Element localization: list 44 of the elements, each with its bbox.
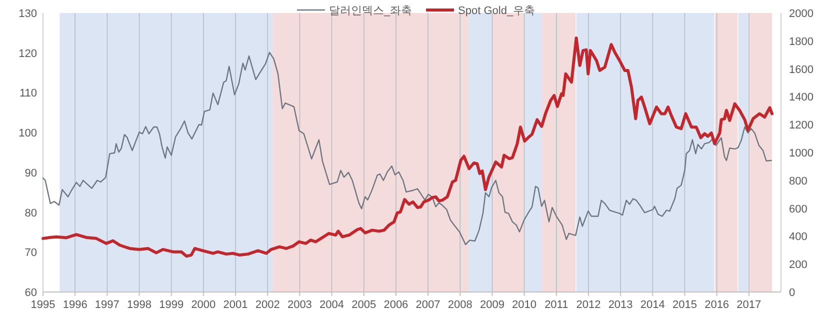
x-tick-label: 2000 xyxy=(191,299,216,311)
x-tick-label: 2011 xyxy=(544,299,568,311)
y-tick-label: 90 xyxy=(24,167,37,180)
x-tick-label: 1996 xyxy=(62,299,88,311)
x-tick-label: 2009 xyxy=(480,299,504,311)
x-tick-label: 1995 xyxy=(30,299,56,311)
x-tick-label: 1997 xyxy=(94,299,120,311)
x-tick-label: 2006 xyxy=(384,299,408,311)
x-tick-label: 2007 xyxy=(416,299,440,311)
x-tick-label: 2003 xyxy=(287,299,312,311)
y-tick-label: 80 xyxy=(24,207,37,220)
x-tick-label: 2012 xyxy=(576,299,601,311)
x-tick-label: 2016 xyxy=(704,299,730,311)
x-tick-label: 2002 xyxy=(255,299,280,311)
y-tick-label: 100 xyxy=(18,128,37,140)
y-tick-label: 110 xyxy=(19,88,37,100)
y-tick-label: 120 xyxy=(18,48,37,60)
x-tick-label: 2013 xyxy=(608,299,633,311)
y2-tick-label: 800 xyxy=(789,175,808,188)
y-tick-label: 130 xyxy=(18,8,37,20)
x-tick-label: 2005 xyxy=(352,299,376,311)
y2-tick-label: 1600 xyxy=(789,64,814,76)
y2-tick-label: 1400 xyxy=(789,92,814,104)
y2-tick-label: 1800 xyxy=(789,36,814,48)
x-tick-label: 2015 xyxy=(672,299,697,311)
y2-tick-label: 200 xyxy=(789,259,808,272)
x-tick-label: 2014 xyxy=(640,299,665,311)
x-tick-label: 2008 xyxy=(448,299,472,311)
y2-tick-label: 0 xyxy=(789,287,796,299)
y2-tick-label: 1000 xyxy=(789,148,814,160)
x-tick-label: 2001 xyxy=(223,299,248,311)
x-tick-label: 2017 xyxy=(736,299,762,311)
y2-tick-label: 400 xyxy=(789,231,808,244)
x-tick-label: 1998 xyxy=(127,299,152,311)
x-tick-label: 2004 xyxy=(320,299,344,311)
y2-tick-label: 2000 xyxy=(789,8,814,20)
y2-tick-label: 600 xyxy=(789,203,808,216)
y-tick-label: 70 xyxy=(24,247,37,260)
y2-tick-label: 1200 xyxy=(789,120,814,132)
y-tick-label: 60 xyxy=(24,287,37,299)
legend-label: 달러인덱스_좌축 xyxy=(328,5,412,17)
legend-label: Spot Gold_우축 xyxy=(458,5,536,17)
x-tick-label: 1999 xyxy=(159,299,184,311)
x-tick-label: 2010 xyxy=(512,299,537,311)
